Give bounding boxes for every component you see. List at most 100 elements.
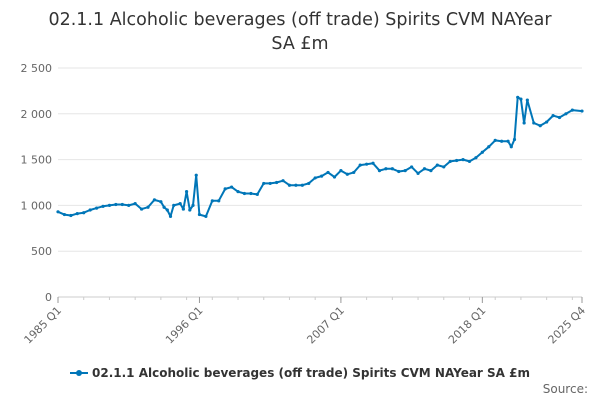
legend-line-marker-icon — [70, 367, 88, 379]
data-point — [493, 138, 497, 142]
data-point — [557, 115, 562, 120]
data-point — [480, 150, 484, 154]
data-point — [570, 108, 574, 112]
data-point — [390, 167, 394, 171]
data-point — [339, 168, 343, 173]
y-tick-label: 1 000 — [21, 199, 53, 212]
data-point — [371, 161, 375, 165]
data-point — [162, 205, 166, 209]
data-point — [242, 191, 247, 196]
data-point — [345, 172, 349, 176]
data-point — [435, 163, 439, 167]
data-point — [82, 211, 86, 215]
data-point — [133, 201, 137, 206]
data-point — [249, 191, 253, 196]
data-point — [217, 199, 221, 203]
data-point — [455, 158, 459, 163]
data-point — [467, 159, 472, 164]
x-tick-label: 1996 Q1 — [163, 304, 206, 347]
data-point — [178, 201, 182, 206]
data-point — [262, 181, 266, 186]
data-point — [474, 156, 478, 160]
legend-label: 02.1.1 Alcoholic beverages (off trade) S… — [92, 366, 530, 380]
data-point — [165, 208, 169, 212]
data-point — [197, 212, 202, 217]
data-point — [287, 183, 292, 187]
data-point — [101, 204, 105, 208]
data-point — [580, 109, 584, 113]
data-point — [56, 210, 60, 214]
data-point — [500, 139, 504, 143]
data-point — [159, 200, 163, 204]
data-point — [223, 187, 227, 191]
data-point — [313, 176, 317, 180]
data-point — [384, 167, 388, 171]
data-point — [307, 181, 311, 186]
data-point — [184, 190, 189, 194]
y-tick-label: 500 — [31, 245, 52, 258]
data-point — [358, 163, 362, 167]
data-point — [397, 169, 401, 174]
data-point — [551, 114, 555, 118]
data-point — [410, 165, 414, 169]
data-point — [564, 112, 568, 116]
chart-title-line-2: SA £m — [271, 34, 329, 54]
data-point — [522, 121, 526, 125]
data-point — [94, 206, 99, 210]
data-point — [152, 198, 157, 202]
data-point — [448, 159, 452, 164]
data-point — [275, 180, 279, 185]
data-point — [519, 97, 523, 101]
chart-title: 02.1.1 Alcoholic beverages (off trade) S… — [0, 8, 600, 56]
chart-title-line-1: 02.1.1 Alcoholic beverages (off trade) S… — [48, 10, 552, 30]
data-point — [442, 165, 446, 169]
data-point — [194, 173, 198, 177]
data-point — [191, 203, 195, 207]
data-point — [120, 202, 124, 207]
data-point — [210, 199, 214, 203]
data-point — [107, 203, 112, 207]
data-point — [487, 145, 491, 149]
data-point — [422, 167, 427, 171]
data-point — [416, 171, 420, 175]
data-point — [255, 192, 259, 197]
data-point — [229, 185, 234, 189]
data-point — [69, 213, 73, 218]
data-point — [294, 183, 298, 187]
data-point — [168, 214, 173, 218]
data-point — [172, 203, 176, 207]
data-point — [461, 158, 465, 162]
data-point — [509, 145, 513, 149]
data-point — [516, 95, 520, 99]
data-point — [139, 207, 144, 211]
source-label: Source: — [542, 382, 588, 396]
data-point — [181, 207, 185, 211]
data-point — [114, 202, 118, 207]
data-point — [62, 212, 67, 217]
data-point — [88, 208, 92, 212]
data-point — [377, 168, 382, 173]
data-point — [127, 203, 131, 207]
data-point — [146, 205, 150, 209]
data-point — [545, 120, 549, 124]
series-line — [57, 96, 583, 218]
y-tick-label: 0 — [45, 291, 52, 304]
x-tick-label: 2007 Q1 — [304, 304, 347, 347]
data-point — [300, 183, 304, 187]
data-point — [538, 124, 542, 128]
data-point — [188, 208, 192, 212]
data-point — [512, 137, 517, 142]
data-point — [268, 181, 272, 186]
data-point — [403, 168, 407, 173]
data-point — [204, 214, 208, 218]
x-tick-label: 1985 Q1 — [22, 304, 65, 347]
chart-legend[interactable]: 02.1.1 Alcoholic beverages (off trade) S… — [0, 366, 600, 380]
x-tick-label: 2018 Q1 — [446, 304, 489, 347]
data-point — [281, 179, 285, 183]
data-point — [326, 170, 330, 175]
data-point — [320, 174, 324, 178]
y-tick-label: 2 500 — [21, 62, 53, 75]
data-point — [75, 212, 79, 216]
data-point — [532, 121, 536, 125]
